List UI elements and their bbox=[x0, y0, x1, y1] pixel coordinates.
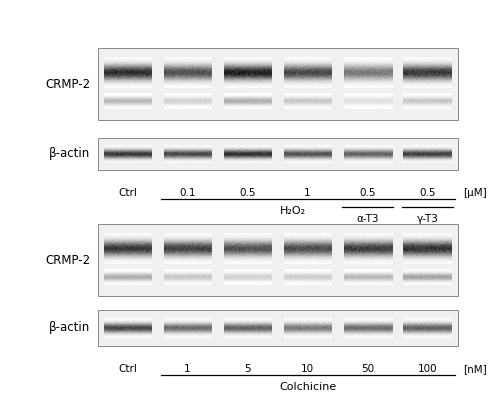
Bar bbox=[98, 48, 458, 120]
Text: Colchicine: Colchicine bbox=[279, 382, 336, 392]
Text: [μM]: [μM] bbox=[464, 188, 487, 198]
Text: 50: 50 bbox=[361, 364, 374, 374]
Text: CRMP-2: CRMP-2 bbox=[45, 78, 90, 90]
Text: 1: 1 bbox=[304, 188, 311, 198]
Text: β-actin: β-actin bbox=[49, 322, 90, 334]
Text: 0.5: 0.5 bbox=[240, 188, 256, 198]
Text: 1: 1 bbox=[184, 364, 191, 374]
Text: 0.1: 0.1 bbox=[179, 188, 196, 198]
Bar bbox=[98, 224, 458, 296]
Text: 5: 5 bbox=[244, 364, 251, 374]
Bar bbox=[98, 138, 458, 170]
Text: 0.5: 0.5 bbox=[360, 188, 376, 198]
Text: 100: 100 bbox=[418, 364, 438, 374]
Text: H₂O₂: H₂O₂ bbox=[280, 206, 305, 216]
Text: Ctrl: Ctrl bbox=[118, 364, 137, 374]
Text: 10: 10 bbox=[301, 364, 314, 374]
Bar bbox=[98, 310, 458, 346]
Text: β-actin: β-actin bbox=[49, 148, 90, 160]
Text: CRMP-2: CRMP-2 bbox=[45, 254, 90, 266]
Text: Ctrl: Ctrl bbox=[118, 188, 137, 198]
Text: γ-T3: γ-T3 bbox=[416, 214, 438, 224]
Text: [nM]: [nM] bbox=[464, 364, 487, 374]
Text: 0.5: 0.5 bbox=[419, 188, 436, 198]
Text: α-T3: α-T3 bbox=[356, 214, 379, 224]
